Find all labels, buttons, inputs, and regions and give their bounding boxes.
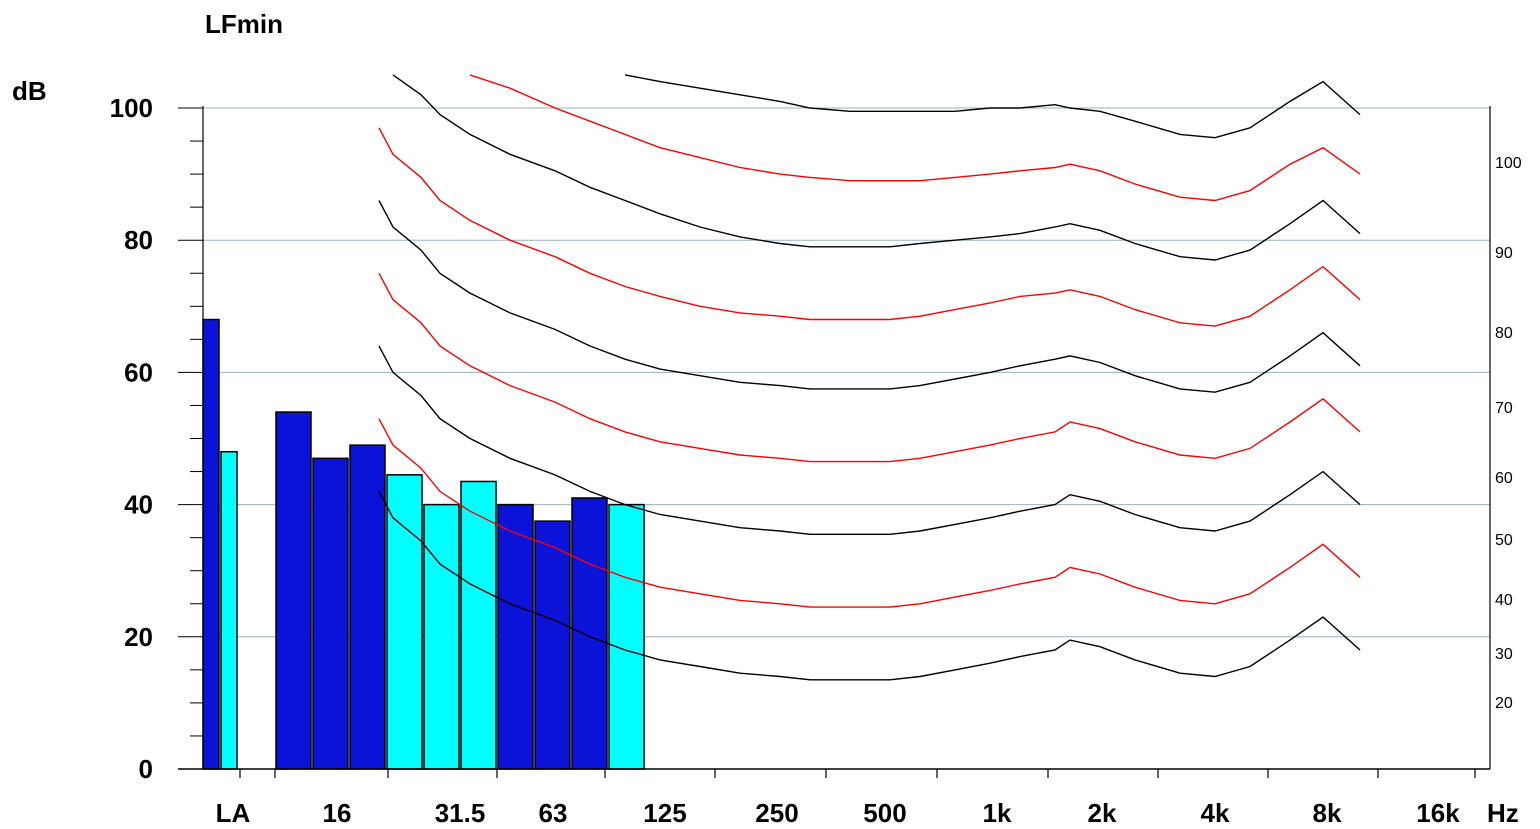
- phon-label-60: 60: [1495, 470, 1513, 487]
- phon-label-100: 100: [1495, 155, 1522, 172]
- x-tick-label-500: 500: [863, 798, 906, 828]
- phon-label-20: 20: [1495, 695, 1513, 712]
- bar-16: [312, 457, 349, 770]
- bars: [202, 318, 645, 770]
- contour-100: [624, 74, 1361, 139]
- y-tick-label: 100: [110, 93, 153, 123]
- bar-LA: [202, 318, 220, 770]
- contour-40: [378, 345, 1361, 535]
- axes: [178, 106, 1491, 778]
- chart-title: LFmin: [205, 9, 283, 39]
- bar-63: [534, 520, 571, 770]
- contour-60: [378, 200, 1361, 393]
- contour-50: [378, 272, 1361, 463]
- phon-label-90: 90: [1495, 245, 1513, 262]
- y-tick-label: 80: [124, 225, 153, 255]
- phon-label-80: 80: [1495, 325, 1513, 342]
- x-tick-label-4k: 4k: [1201, 798, 1230, 828]
- bar-12.5: [275, 411, 312, 770]
- y-tick-label: 20: [124, 622, 153, 652]
- bar-40: [460, 480, 497, 770]
- x-tick-label-1k: 1k: [983, 798, 1012, 828]
- bar-25: [386, 474, 423, 770]
- x-tick-label-16: 16: [323, 798, 352, 828]
- contour-20: [378, 491, 1361, 681]
- y-tick-label: 0: [139, 754, 153, 784]
- x-tick-label-125: 125: [643, 798, 686, 828]
- contour-lines: [378, 74, 1361, 681]
- contour-90: [469, 74, 1361, 202]
- y-tick-label: 40: [124, 490, 153, 520]
- x-tick-label-8k: 8k: [1313, 798, 1342, 828]
- y-axis-label: dB: [12, 76, 47, 106]
- x-axis-unit: Hz: [1487, 798, 1519, 828]
- bar-31.5: [423, 503, 460, 770]
- bar-100: [608, 503, 645, 770]
- x-tick-label-2k: 2k: [1088, 798, 1117, 828]
- contour-80: [392, 74, 1361, 261]
- y-tick-label: 60: [124, 357, 153, 387]
- bar-80: [571, 497, 608, 770]
- contour-70: [378, 127, 1361, 327]
- x-tick-label-LA: LA: [216, 798, 251, 828]
- x-tick-label-63: 63: [539, 798, 568, 828]
- contour-30: [378, 418, 1361, 608]
- phon-label-40: 40: [1495, 592, 1513, 609]
- x-tick-label-250: 250: [755, 798, 798, 828]
- phon-label-50: 50: [1495, 532, 1513, 549]
- phon-label-30: 30: [1495, 646, 1513, 663]
- phon-label-70: 70: [1495, 400, 1513, 417]
- x-tick-label-16k: 16k: [1416, 798, 1460, 828]
- labels: LFmin dB Hz 100 90 80 70 60 50 40 30 20 0 20 40 60 80…: [12, 9, 1522, 828]
- bar-LA: [220, 450, 238, 770]
- bar-20: [349, 444, 386, 770]
- x-tick-label-31.5: 31.5: [435, 798, 486, 828]
- bar-50: [497, 503, 534, 770]
